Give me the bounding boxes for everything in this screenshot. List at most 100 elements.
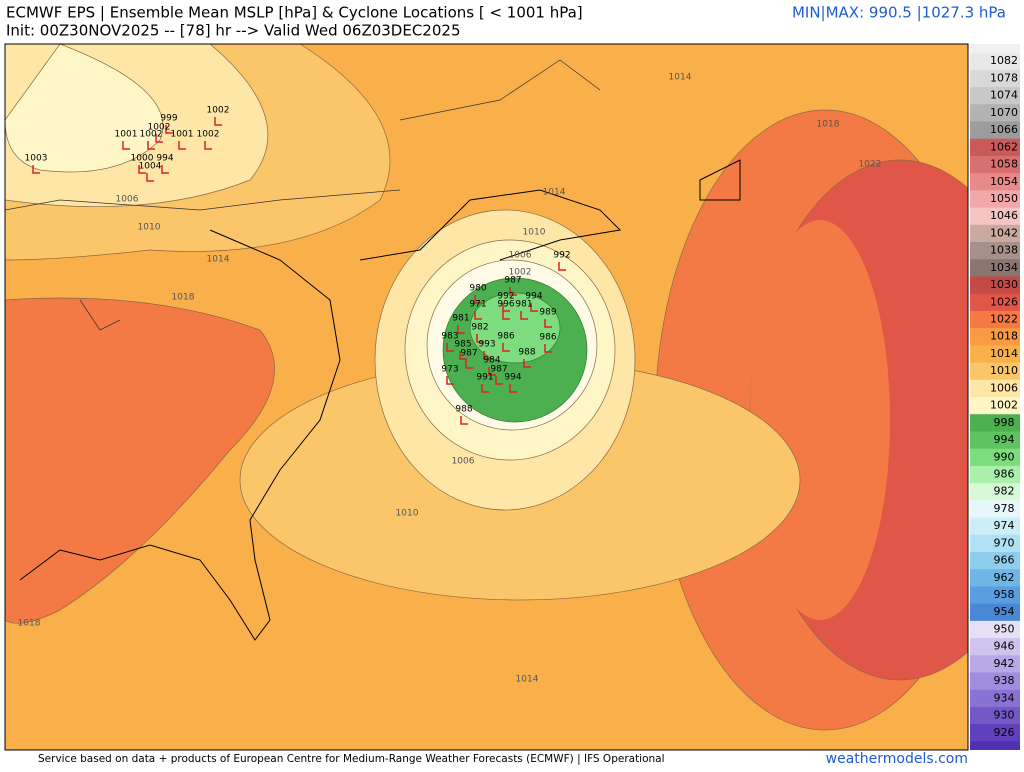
colorbar-cell [970,87,1020,105]
cyclone-label: 994 [156,154,173,164]
contour-label: 1014 [669,73,692,83]
cyclone-label: 1001 [171,130,194,140]
credit: Service based on data + products of Euro… [38,753,665,765]
colorbar-label: 1046 [990,209,1018,222]
cyclone-marker [165,125,173,134]
colorbar-cell [970,121,1020,140]
colorbar-label: 982 [994,485,1015,498]
cyclone-label: 982 [471,323,488,333]
colorbar-label: 950 [994,622,1015,635]
map-labels: 1014 1018 1022 1006 1010 1014 1018 1014 1010 1006… [18,73,882,685]
colorbar-cell [970,517,1020,536]
cyclone-marker [178,141,186,150]
cyclone-marker [214,117,222,126]
colorbar-cell [970,224,1020,243]
cyclone-label: 1004 [139,162,162,172]
colorbar-label: 966 [994,554,1015,567]
colorbar-cell [970,741,1020,750]
colorbar-label: 1050 [990,192,1018,205]
colorbar-label: 990 [994,450,1015,463]
cyclone-label: 992 [553,251,570,261]
colorbar-cell [970,362,1020,381]
cyclone-marker [465,360,473,369]
contour-label: 1010 [138,223,161,233]
contour-label: 1010 [396,509,419,519]
contour-label: 1006 [452,457,475,467]
cyclone-label: 987 [504,276,521,286]
colorbar-label: 938 [994,674,1015,687]
cyclone-label: 988 [455,405,472,415]
colorbar-label: 1070 [990,106,1018,119]
colorbar-label: 1058 [990,158,1018,171]
cyclone-label: 994 [504,373,521,383]
colorbar-label: 962 [994,571,1015,584]
cyclone-marker [474,311,482,320]
cyclone-marker [530,303,538,312]
cyclone-label: 986 [497,332,514,342]
cyclone-label: 1002 [148,123,171,133]
contour-label: 1002 [509,268,532,278]
colorbar-label: 1022 [990,313,1018,326]
cyclone-marker [523,359,531,368]
cyclone-label: 1003 [25,154,48,164]
colorbar-cell [970,655,1020,674]
colorbar-label: 1014 [990,347,1018,360]
colorbar-cell [970,104,1020,122]
map-frame [4,43,969,751]
contour-label: 1014 [543,188,566,198]
colorbar-cell [970,69,1020,88]
title: ECMWF EPS | Ensemble Mean MSLP [hPa] & C… [6,4,583,22]
colorbar-label: 1054 [990,175,1018,188]
cyclone-label: 1000 [131,154,154,164]
colorbar-cell [970,414,1020,432]
colorbar-cell [970,207,1020,226]
colorbar-label: 926 [994,726,1015,739]
cyclone-marker [502,311,510,320]
colorbar-cell [970,242,1020,260]
colorbar-cell [970,551,1020,570]
cyclone-label: 981 [452,314,469,324]
cyclone-label: 994 [525,292,542,302]
cyclone-label: 985 [454,340,471,350]
cyclone-label: 980 [469,284,486,294]
colorbar-label: 934 [994,691,1015,704]
cyclone-marker [502,343,510,352]
colorbar-label: 1018 [990,330,1018,343]
cyclone-marker [476,334,484,343]
colorbar-label: 998 [994,416,1015,429]
colorbar: 1082 1078 1074 1070 1066 1062 1058 1054 1050 1046… [970,44,1020,750]
colorbar-cell [970,724,1020,742]
cyclone-marker [558,262,566,271]
colorbar-cell [970,483,1020,501]
colorbar-cell [970,328,1020,346]
site-link[interactable]: weathermodels.com [826,751,968,767]
colorbar-cell [970,431,1020,450]
cyclone-marker [161,165,169,174]
colorbar-label: 1066 [990,123,1018,136]
cyclone-label: 1002 [197,130,220,140]
cyclone-label: 1002 [207,106,230,116]
contour-label: 1018 [18,619,41,629]
colorbar-label: 1010 [990,364,1018,377]
cyclone-marker [122,141,130,150]
contour-label: 1006 [509,251,532,261]
colorbar-cell [970,138,1020,157]
contour-label: 1018 [172,293,195,303]
colorbar-label: 978 [994,502,1015,515]
colorbar-cell [970,500,1020,519]
map-fill [5,44,968,750]
cyclone-label: 987 [460,349,477,359]
colorbar-label: 970 [994,536,1015,549]
colorbar-cell [970,155,1020,174]
colorbar-cell [970,603,1020,622]
cyclone-marker [544,319,552,328]
cyclone-label: 973 [441,365,458,375]
cyclone-label: 981 [515,300,532,310]
colorbar-label: 1030 [990,278,1018,291]
cyclone-marker [155,134,163,143]
colorbar-cell [970,310,1020,329]
cyclone-label: 991 [476,373,493,383]
cyclone-marker [138,165,146,174]
cyclone-label: 993 [478,340,495,350]
